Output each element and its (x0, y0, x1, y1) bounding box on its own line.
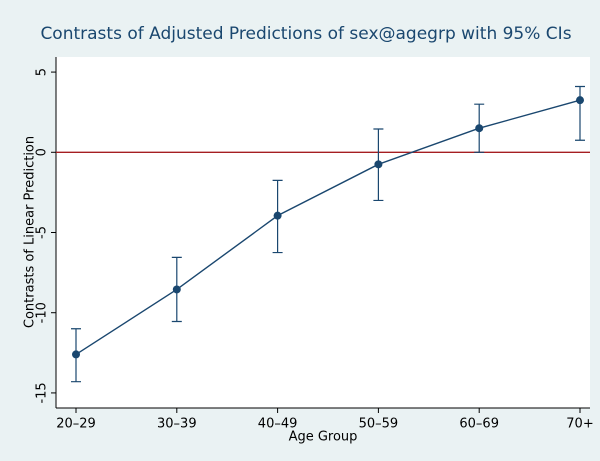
point (576, 96, 584, 105)
x-tick-label: 50–59 (359, 417, 399, 432)
point (374, 160, 383, 169)
point (72, 350, 80, 359)
series-line (75, 99, 581, 356)
point (172, 285, 181, 294)
y-tick-label: -5 (35, 226, 50, 239)
x-axis-title: Age Group (289, 430, 358, 445)
point (273, 211, 282, 220)
x-tick-label: 60–69 (459, 417, 499, 432)
plot-area (56, 57, 590, 408)
point (475, 124, 484, 133)
y-tick-label: -15 (35, 382, 50, 403)
y-tick-label: -10 (35, 302, 50, 323)
x-tick-label: 40–49 (258, 417, 298, 432)
y-axis-title: Contrasts of Linear Prediction (23, 136, 38, 328)
chart-title: Contrasts of Adjusted Predictions of sex… (40, 24, 571, 44)
y-tick-label: 0 (35, 148, 50, 156)
y-tick-label: 5 (35, 68, 50, 76)
x-tick-label: 30–39 (157, 417, 197, 432)
x-tick-label: 70+ (566, 417, 593, 432)
error-bar (575, 85, 585, 141)
x-tick-label: 20–29 (56, 417, 96, 432)
